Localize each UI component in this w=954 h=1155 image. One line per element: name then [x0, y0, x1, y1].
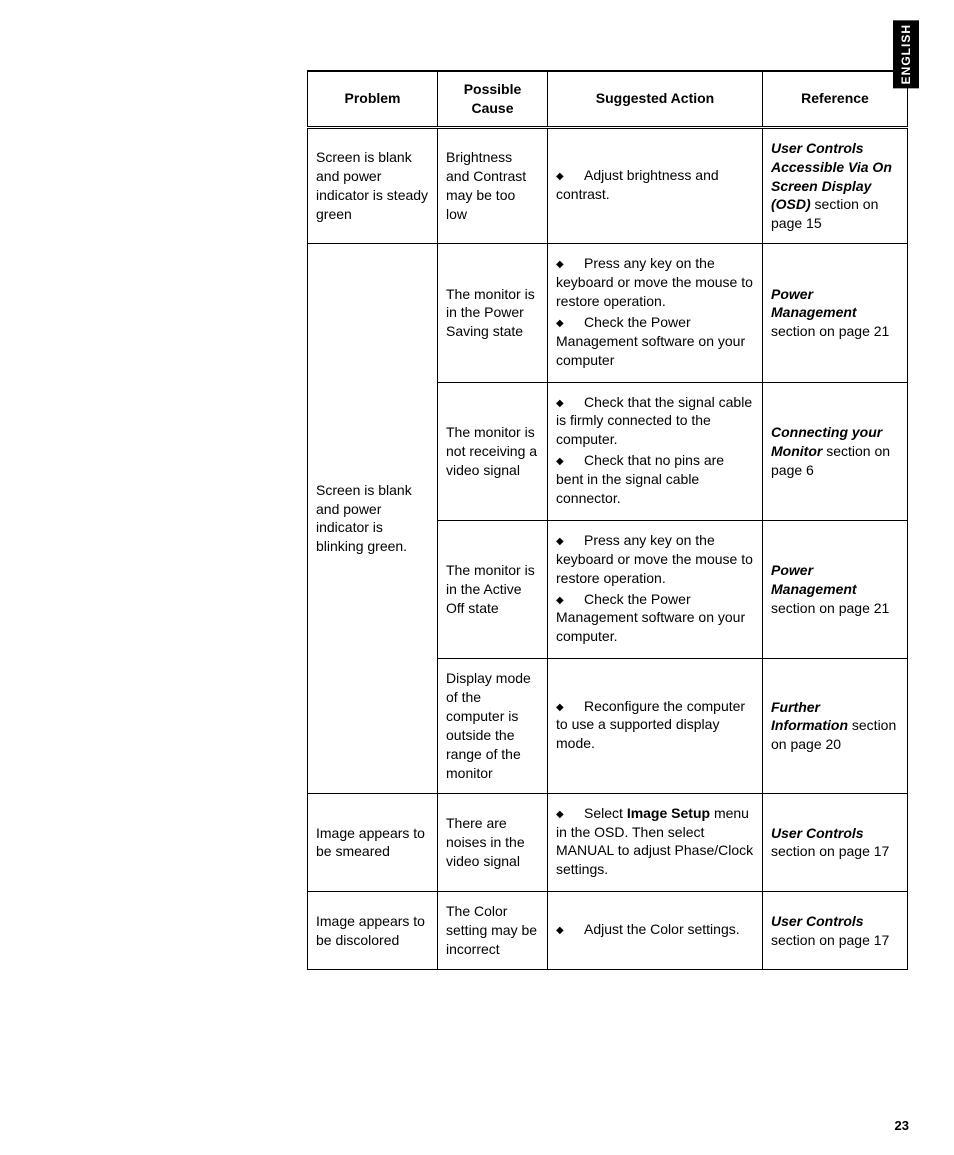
table-header-row: Problem Possible Cause Suggested Action …	[308, 71, 908, 127]
cell-action: ◆Adjust brightness and contrast.	[548, 127, 763, 243]
cell-cause: The monitor is in the Power Saving state	[438, 244, 548, 382]
action-bold-text: Image Setup	[627, 805, 710, 821]
col-header-problem: Problem	[308, 71, 438, 127]
action-item: ◆Adjust the Color settings.	[556, 920, 754, 939]
cell-action: ◆Press any key on the keyboard or move t…	[548, 244, 763, 382]
table-row: Screen is blank and power indicator is b…	[308, 244, 908, 382]
cell-reference: User Controls Accessible Via On Screen D…	[763, 127, 908, 243]
action-item: ◆Press any key on the keyboard or move t…	[556, 531, 754, 588]
reference-title: Further Information	[771, 699, 848, 734]
cell-action: ◆Press any key on the keyboard or move t…	[548, 520, 763, 658]
col-header-cause: Possible Cause	[438, 71, 548, 127]
cell-problem: Image appears to be smeared	[308, 793, 438, 892]
bullet-icon: ◆	[556, 808, 584, 822]
reference-tail: section on page 17	[771, 843, 889, 859]
page-number: 23	[895, 1118, 909, 1133]
cell-cause: Brightness and Contrast may be too low	[438, 127, 548, 243]
reference-title: Power Management	[771, 562, 857, 597]
action-item: ◆Check the Power Management software on …	[556, 313, 754, 370]
action-item: ◆Press any key on the keyboard or move t…	[556, 254, 754, 311]
bullet-icon: ◆	[556, 701, 584, 715]
reference-tail: section on page 21	[771, 600, 889, 616]
cell-action: ◆Check that the signal cable is firmly c…	[548, 382, 763, 520]
reference-tail: section on page 17	[771, 932, 889, 948]
cell-cause: The Color setting may be incorrect	[438, 892, 548, 970]
bullet-icon: ◆	[556, 594, 584, 608]
col-header-reference: Reference	[763, 71, 908, 127]
action-item: ◆Adjust brightness and contrast.	[556, 166, 754, 204]
cell-problem: Screen is blank and power indicator is b…	[308, 244, 438, 793]
cell-cause: Display mode of the computer is outside …	[438, 659, 548, 793]
cell-reference: User Controls section on page 17	[763, 892, 908, 970]
cell-cause: The monitor is not receiving a video sig…	[438, 382, 548, 520]
action-item: ◆Reconfigure the computer to use a suppo…	[556, 697, 754, 754]
reference-tail: section on page 21	[771, 323, 889, 339]
reference-title: User Controls	[771, 825, 864, 841]
language-tab: ENGLISH	[893, 20, 919, 88]
bullet-icon: ◆	[556, 535, 584, 549]
bullet-icon: ◆	[556, 924, 584, 938]
cell-action: ◆Select Image Setup menu in the OSD. The…	[548, 793, 763, 892]
cell-action: ◆Adjust the Color settings.	[548, 892, 763, 970]
cell-reference: User Controls section on page 17	[763, 793, 908, 892]
bullet-icon: ◆	[556, 317, 584, 331]
page: ENGLISH Problem Possible Cause Suggested…	[0, 0, 954, 1155]
cell-reference: Further Information section on page 20	[763, 659, 908, 793]
cell-problem: Image appears to be discolored	[308, 892, 438, 970]
bullet-icon: ◆	[556, 258, 584, 272]
bullet-icon: ◆	[556, 397, 584, 411]
cell-reference: Power Management section on page 21	[763, 520, 908, 658]
cell-cause: There are noises in the video signal	[438, 793, 548, 892]
action-item: ◆Check that no pins are bent in the sign…	[556, 451, 754, 508]
reference-title: Power Management	[771, 286, 857, 321]
cell-reference: Connecting your Monitor section on page …	[763, 382, 908, 520]
cell-reference: Power Management section on page 21	[763, 244, 908, 382]
bullet-icon: ◆	[556, 455, 584, 469]
table-row: Image appears to be smeared There are no…	[308, 793, 908, 892]
cell-cause: The monitor is in the Active Off state	[438, 520, 548, 658]
troubleshooting-table: Problem Possible Cause Suggested Action …	[307, 70, 908, 970]
table-row: Image appears to be discolored The Color…	[308, 892, 908, 970]
action-item: ◆Check that the signal cable is firmly c…	[556, 393, 754, 450]
action-item: ◆Check the Power Management software on …	[556, 590, 754, 647]
cell-action: ◆Reconfigure the computer to use a suppo…	[548, 659, 763, 793]
action-item: ◆Select Image Setup menu in the OSD. The…	[556, 804, 754, 880]
reference-title: User Controls	[771, 913, 864, 929]
col-header-action: Suggested Action	[548, 71, 763, 127]
table-row: Screen is blank and power indicator is s…	[308, 127, 908, 243]
cell-problem: Screen is blank and power indicator is s…	[308, 127, 438, 243]
bullet-icon: ◆	[556, 170, 584, 184]
